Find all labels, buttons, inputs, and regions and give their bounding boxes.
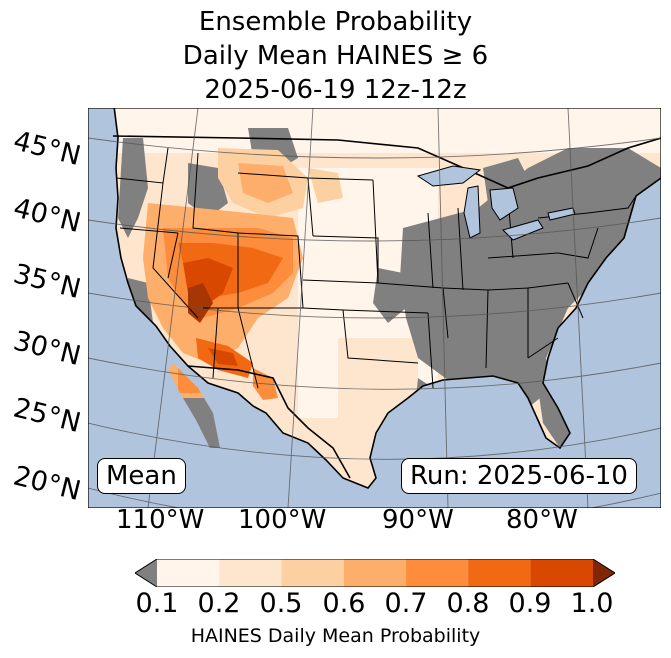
lat-label-20: 20°N xyxy=(10,460,84,508)
colorbar-bin xyxy=(530,559,594,587)
colorbar-tick: 0.2 xyxy=(197,588,241,619)
lat-label-25: 25°N xyxy=(10,392,84,440)
lat-label-30: 30°N xyxy=(10,325,84,373)
colorbar xyxy=(135,559,615,587)
colorbar-bin xyxy=(157,559,220,587)
mexico-border xyxy=(187,365,351,479)
colorbar-over-triangle xyxy=(593,559,615,587)
colorbar-bin xyxy=(343,559,407,587)
title-line-3: 2025-06-19 12z-12z xyxy=(204,75,467,105)
lat-label-45: 45°N xyxy=(10,125,84,173)
lon-label-110: 110°W xyxy=(116,505,205,535)
lat-label-40: 40°N xyxy=(10,192,84,240)
great-lakes xyxy=(416,165,576,241)
title-line-1: Ensemble Probability xyxy=(198,7,473,37)
canada-border xyxy=(112,135,661,189)
coastline xyxy=(113,108,661,489)
colorbar-tick: 0.6 xyxy=(322,588,366,619)
colorbar-tick: 1.0 xyxy=(570,588,614,619)
colorbar-bin xyxy=(281,559,345,587)
title-line-2: Daily Mean HAINES ≥ 6 xyxy=(182,41,489,71)
graticule xyxy=(88,108,661,508)
colorbar-tick: 0.1 xyxy=(135,588,179,619)
colorbar-bin xyxy=(406,559,469,587)
conus-land xyxy=(113,108,661,488)
run-box: Run: 2025-06-10 xyxy=(401,458,637,494)
colorbar-tick: 0.8 xyxy=(446,588,490,619)
colorbar-tick: 0.5 xyxy=(259,588,303,619)
colorbar-label: HAINES Daily Mean Probability xyxy=(190,625,481,647)
lon-label-80: 80°W xyxy=(506,505,578,535)
colorbar-bin xyxy=(219,559,283,587)
lon-label-100: 100°W xyxy=(238,505,327,535)
lat-label-35: 35°N xyxy=(10,258,84,306)
colorbar-tick: 0.7 xyxy=(384,588,428,619)
probability-map xyxy=(88,108,661,508)
lon-label-90: 90°W xyxy=(382,505,454,535)
state-boundaries xyxy=(115,147,637,389)
colorbar-bin xyxy=(468,559,532,587)
stat-box: Mean xyxy=(97,458,186,494)
colorbar-under-triangle xyxy=(135,559,157,587)
colorbar-tick: 0.9 xyxy=(508,588,552,619)
